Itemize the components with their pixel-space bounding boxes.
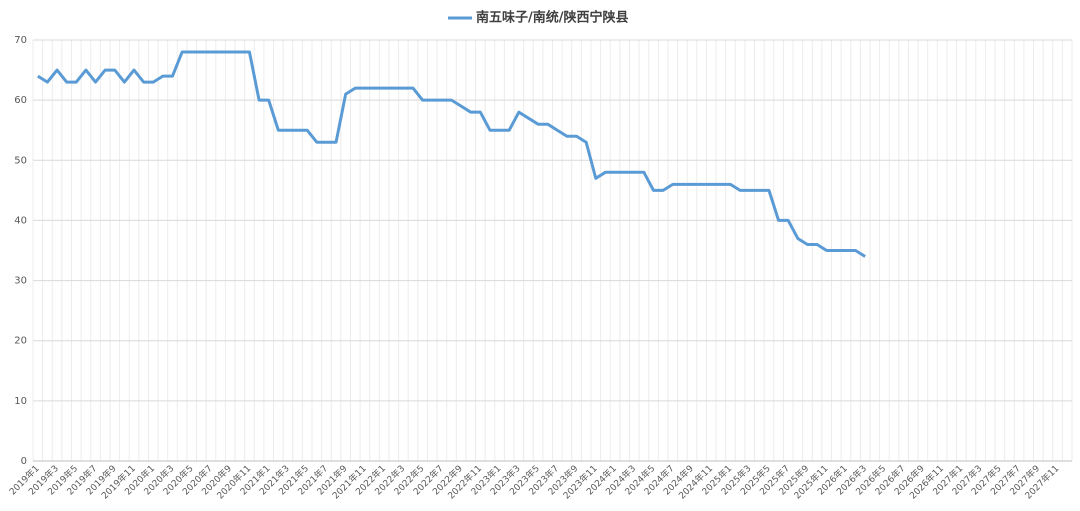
y-tick-label: 0 — [21, 456, 27, 467]
y-tick-label: 70 — [14, 35, 27, 46]
y-tick-label: 40 — [14, 215, 27, 226]
y-tick-label: 10 — [14, 396, 27, 407]
series-line — [37, 50, 866, 258]
y-tick-label: 20 — [14, 336, 27, 347]
y-tick-label: 50 — [14, 155, 27, 166]
y-tick-label: 30 — [14, 276, 27, 287]
y-tick-label: 60 — [14, 95, 27, 106]
legend-text: 南五味子/南统/陕西宁陕县 — [476, 10, 629, 26]
